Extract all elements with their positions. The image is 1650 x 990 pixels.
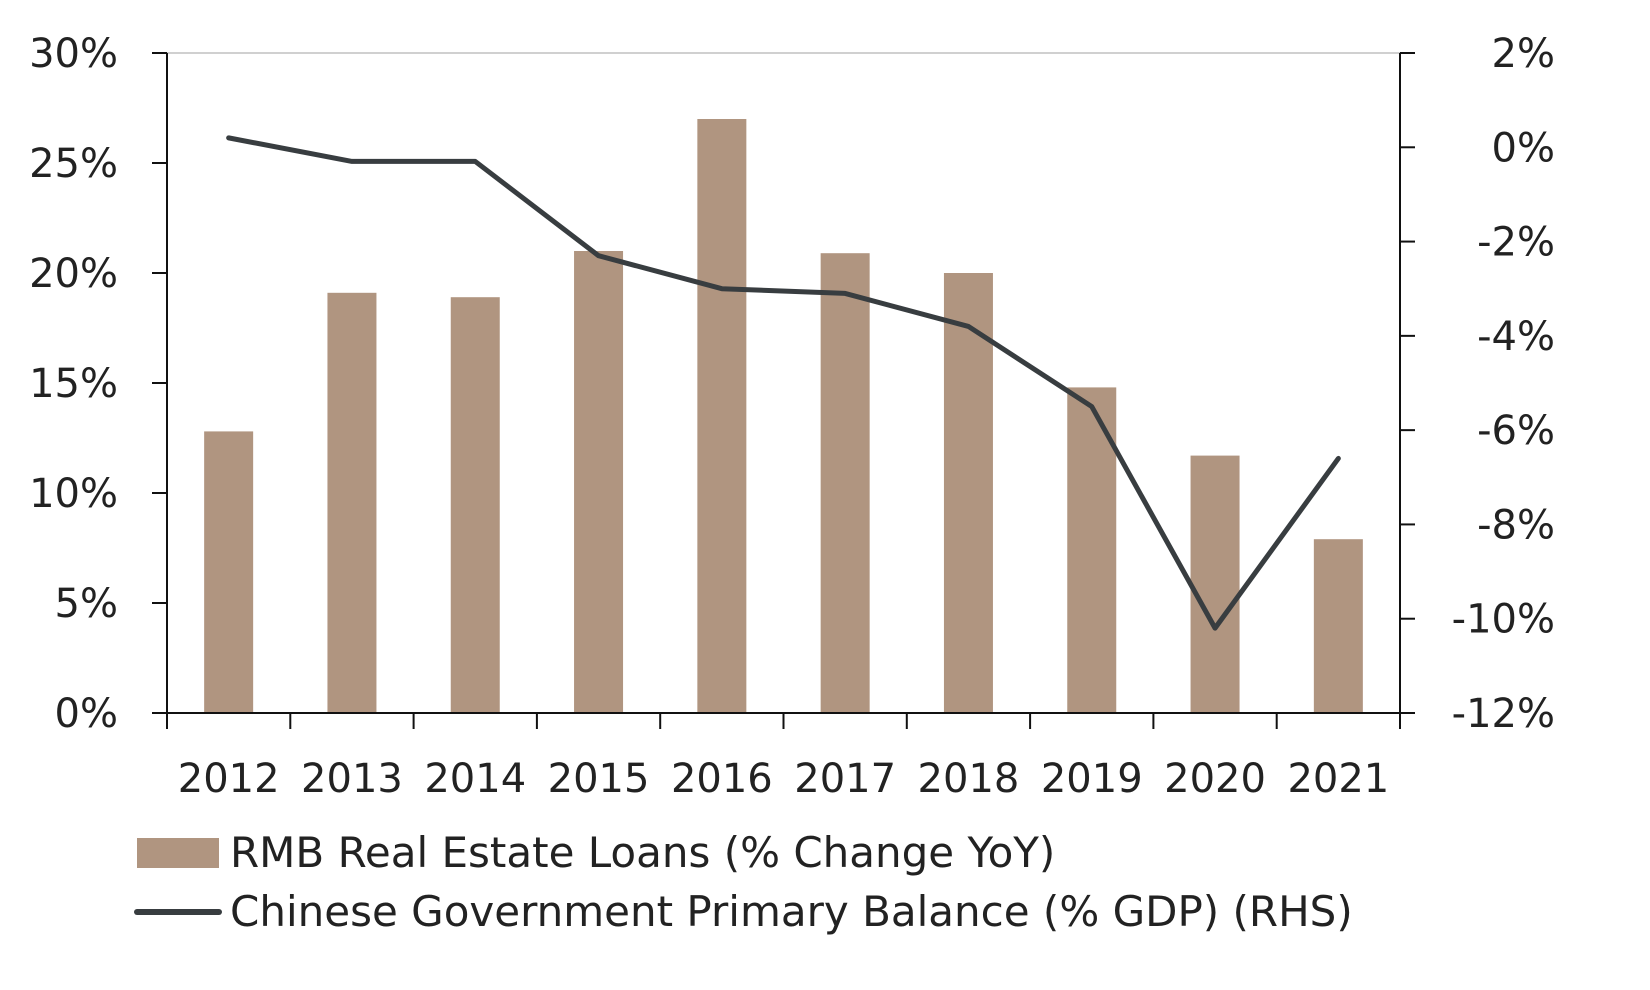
bar-2013	[327, 292, 377, 713]
left-tick-label: 15%	[29, 361, 118, 407]
x-tick-label: 2013	[301, 756, 403, 802]
x-tick-label: 2012	[178, 756, 280, 802]
x-tick-label: 2019	[1041, 756, 1143, 802]
balance-line	[226, 135, 1341, 631]
x-tick-label: 2015	[548, 756, 650, 802]
x-tick-label: 2014	[424, 756, 526, 802]
x-tick-label: 2020	[1164, 756, 1266, 802]
bar-2015	[574, 251, 624, 713]
left-tick-label: 30%	[29, 31, 118, 77]
left-tick-label: 25%	[29, 141, 118, 187]
right-tick-label: -4%	[1477, 314, 1555, 360]
bar-2019	[1067, 387, 1117, 713]
bar-2014	[450, 297, 500, 713]
left-tick-label: 10%	[29, 471, 118, 517]
left-tick-label: 5%	[55, 581, 118, 627]
bar-2016	[697, 119, 747, 713]
right-tick-label: -2%	[1477, 220, 1555, 266]
left-tick-label: 0%	[55, 691, 118, 737]
right-tick-label: 2%	[1492, 31, 1555, 77]
right-tick-label: -8%	[1477, 502, 1555, 548]
right-tick-label: -10%	[1452, 597, 1555, 643]
legend-label-line: Chinese Government Primary Balance (% GD…	[230, 887, 1353, 936]
right-tick-label: -6%	[1477, 408, 1555, 454]
x-tick-label: 2016	[671, 756, 773, 802]
bar-2020	[1190, 455, 1240, 713]
right-tick-label: 0%	[1492, 125, 1555, 171]
bar-2021	[1313, 539, 1363, 713]
bar-2012	[204, 431, 254, 713]
bar-2018	[943, 273, 993, 713]
bar-2017	[820, 253, 870, 713]
right-tick-label: -12%	[1452, 691, 1555, 737]
legend-label-bar: RMB Real Estate Loans (% Change YoY)	[230, 828, 1055, 877]
legend-swatch-bar	[137, 838, 219, 868]
x-tick-label: 2021	[1287, 756, 1389, 802]
left-tick-label: 20%	[29, 251, 118, 297]
x-tick-label: 2017	[794, 756, 896, 802]
x-tick-label: 2018	[918, 756, 1020, 802]
